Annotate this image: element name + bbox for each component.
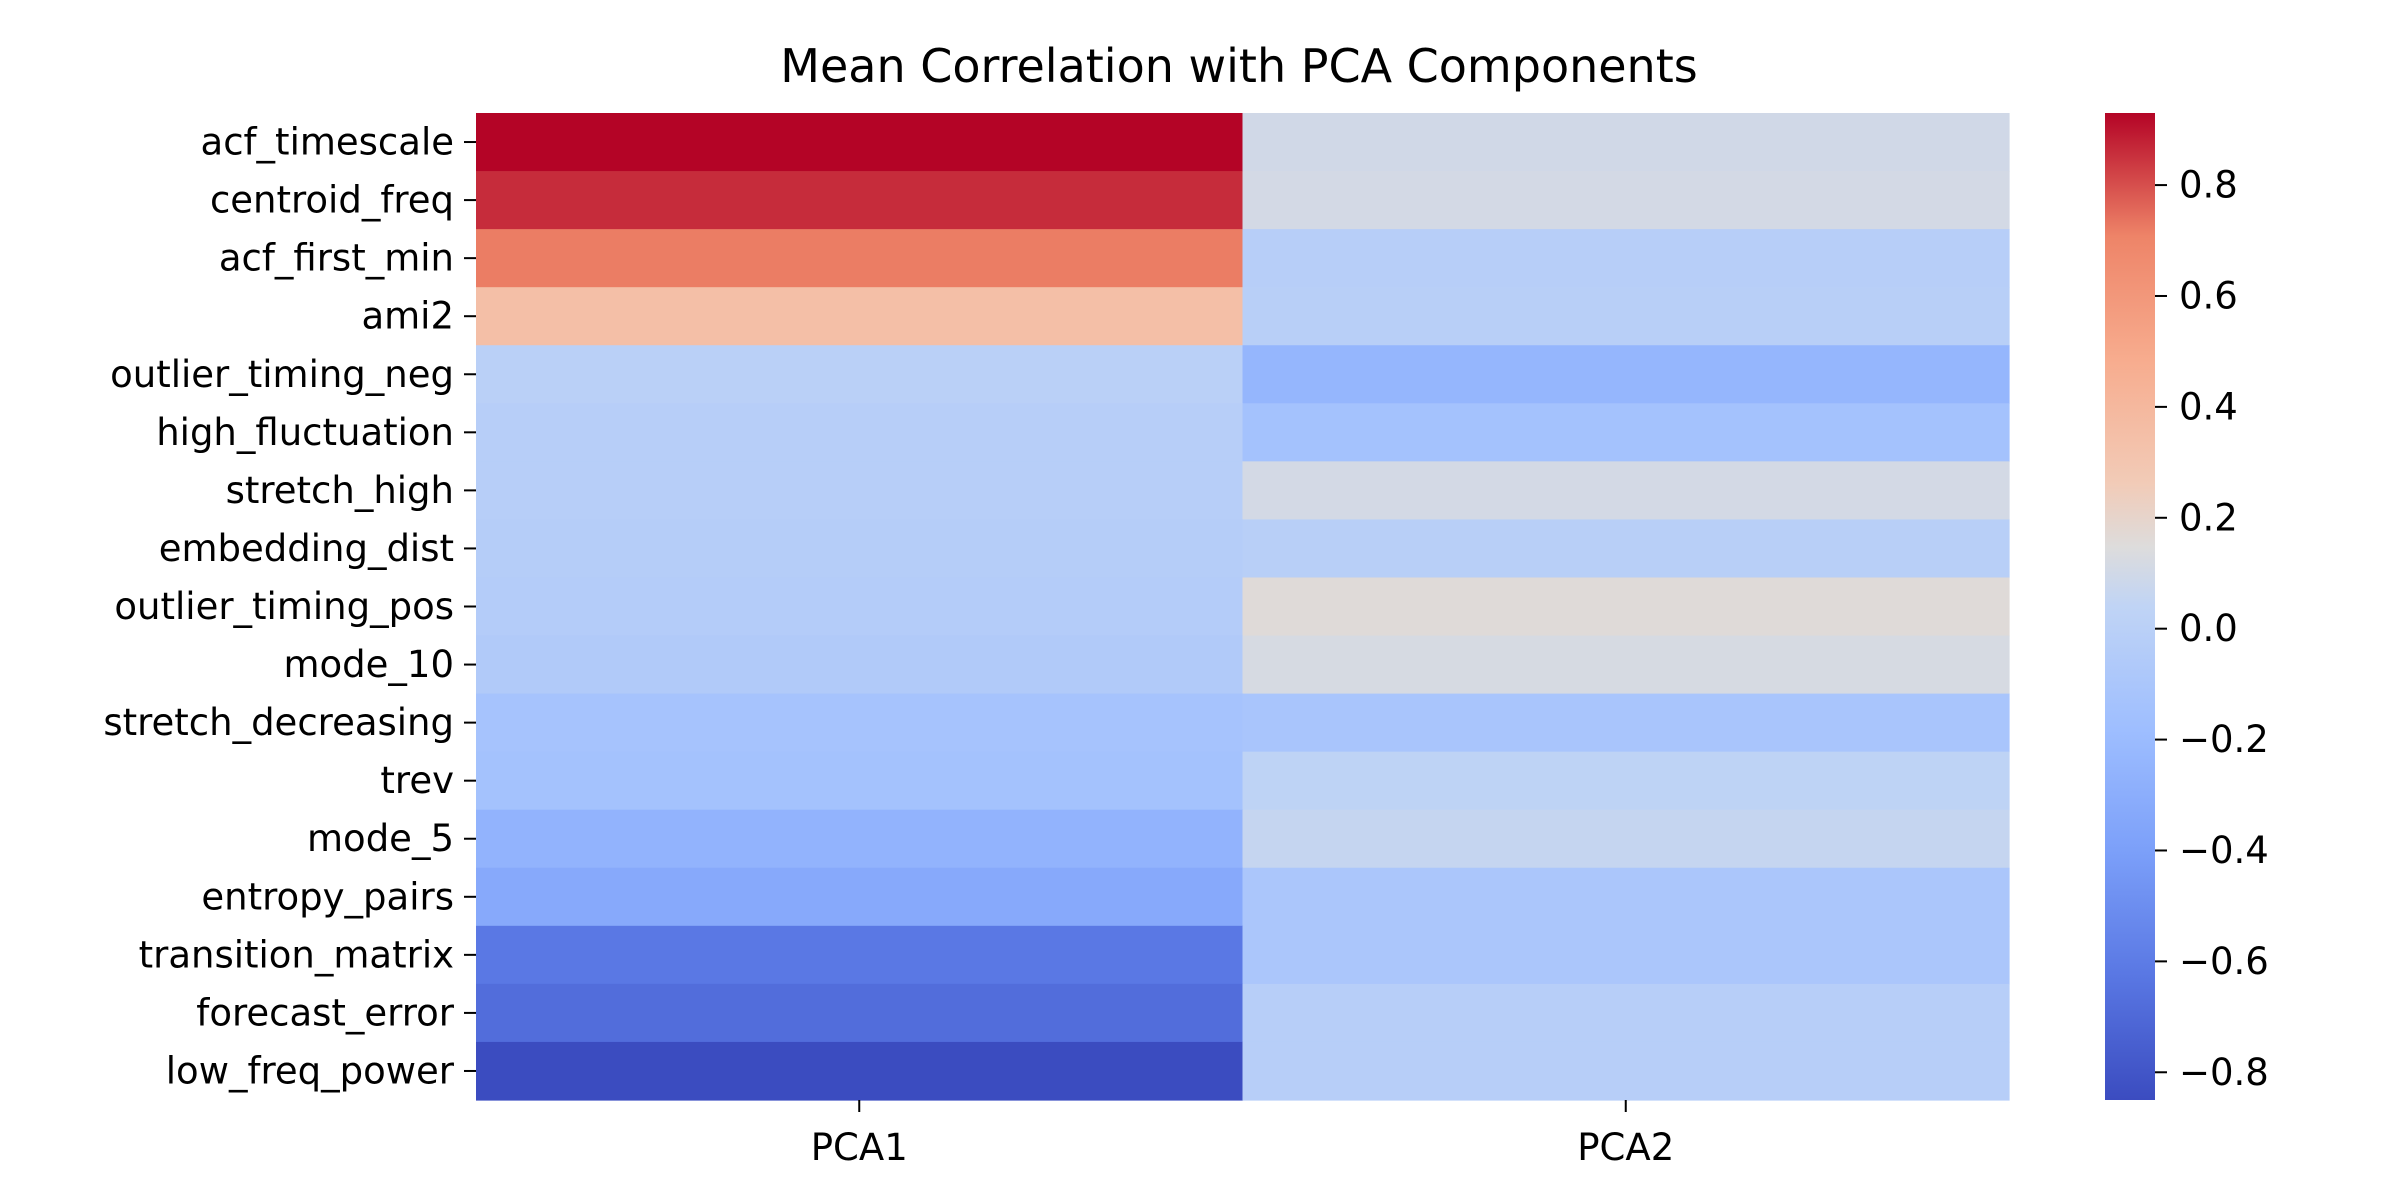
row-label: ami2 [361,295,454,338]
heatmap-cell [1242,577,2010,637]
colorbar-tick-label: 0.6 [2179,274,2238,317]
row-label: low_freq_power [166,1049,455,1092]
heatmap-cell [1242,287,2010,346]
colorbar-tick-label: 0.4 [2179,385,2238,428]
heatmap-cell [476,867,1244,927]
row-label: centroid_freq [210,179,454,222]
colorbar-tick-label: 0.2 [2179,496,2238,539]
heatmap-cell [476,345,1244,404]
heatmap-cell [476,809,1244,869]
heatmap-cell [476,1041,1244,1101]
heatmap-cell [1242,693,2010,753]
heatmap-cell [1242,171,2010,230]
heatmap-cell [1242,635,2010,695]
heatmap-cell [476,461,1244,521]
heatmap-cells [476,113,2010,1101]
column-label: PCA2 [1577,1126,1674,1169]
row-label: stretch_decreasing [103,701,454,744]
row-label: acf_timescale [201,121,454,164]
heatmap-cell [1242,809,2010,869]
heatmap-cell [476,693,1244,753]
colorbar-tick-label: 0.0 [2179,607,2238,650]
heatmap-cell [476,113,1244,172]
heatmap-cell [476,751,1244,811]
heatmap-cell [476,577,1244,637]
heatmap-cell [476,925,1244,985]
heatmap-cell [1242,113,2010,172]
column-label: PCA1 [811,1126,908,1169]
row-label: outlier_timing_pos [114,585,454,628]
colorbar [2105,113,2155,1100]
heatmap-cell [1242,1041,2010,1101]
colorbar-tick-label: −0.8 [2179,1051,2269,1094]
heatmap-cell [476,171,1244,230]
row-label: transition_matrix [139,933,454,976]
heatmap-cell [476,519,1244,579]
row-label: mode_5 [307,817,454,860]
heatmap-cell [1242,403,2010,462]
row-label: mode_10 [283,643,454,686]
row-label: outlier_timing_neg [110,353,454,396]
heatmap-cell [1242,461,2010,521]
heatmap-cell [1242,229,2010,288]
colorbar-ticks: 0.8 0.6 0.4 0.2 0.0 −0.2 −0.4 −0.6 −0.8 [2155,164,2269,1094]
heatmap-cell [1242,983,2010,1043]
colorbar-tick-label: 0.8 [2179,164,2238,207]
heatmap-cell [1242,925,2010,985]
heatmap-cell [476,229,1244,288]
colorbar-tick-label: −0.2 [2179,718,2269,761]
row-label: embedding_dist [159,527,454,570]
chart-title: Mean Correlation with PCA Components [780,39,1697,93]
column-labels: PCA1 PCA2 [811,1100,1674,1169]
row-label: acf_first_min [219,237,454,280]
heatmap-cell [476,983,1244,1043]
row-label: entropy_pairs [201,875,454,918]
row-label: trev [380,759,454,802]
heatmap-cell [1242,345,2010,404]
heatmap-cell [1242,867,2010,927]
heatmap-cell [1242,519,2010,579]
heatmap-cell [1242,751,2010,811]
colorbar-tick-label: −0.4 [2179,829,2269,872]
row-label: stretch_high [226,469,454,512]
row-labels: acf_timescale centroid_freq acf_first_mina… [103,121,476,1092]
colorbar-tick-label: −0.6 [2179,940,2269,983]
heatmap-cell [476,403,1244,462]
row-label: forecast_error [196,991,454,1034]
row-label: high_fluctuation [156,411,454,454]
heatmap-cell [476,635,1244,695]
heatmap-cell [476,287,1244,346]
